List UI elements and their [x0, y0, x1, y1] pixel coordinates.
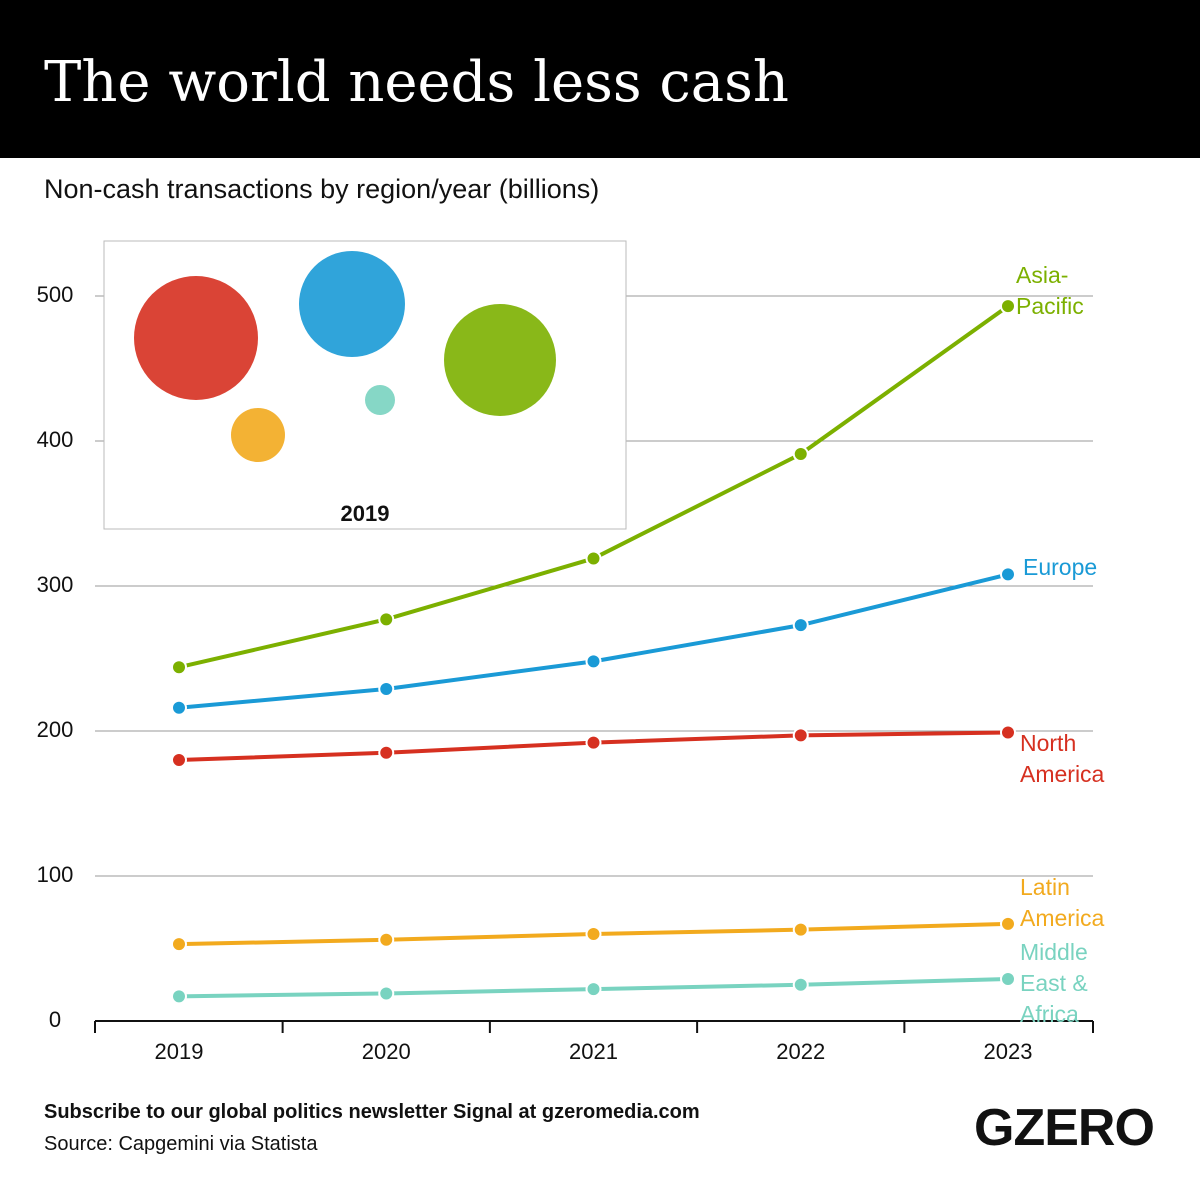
data-point — [585, 734, 602, 751]
map-bubble — [231, 408, 285, 462]
data-point — [378, 985, 395, 1002]
data-point — [792, 727, 809, 744]
series-label: Asia-Pacific — [1016, 262, 1084, 319]
source: Source: Capgemini via Statista — [44, 1133, 318, 1155]
data-point — [378, 744, 395, 761]
data-point — [378, 931, 395, 948]
series-label: Middle East & Africa — [1020, 939, 1088, 1027]
series-line — [178, 572, 1009, 710]
series-label: Latin America — [1020, 874, 1105, 931]
data-point — [792, 617, 809, 634]
y-tick-label: 100 — [37, 862, 74, 887]
chart-title: The world needs less cash — [44, 50, 789, 115]
logo: GZERO — [974, 1099, 1155, 1157]
map-bubble — [444, 304, 556, 416]
map-bubble — [134, 276, 258, 400]
x-tick-label: 2023 — [984, 1039, 1033, 1064]
data-point — [792, 446, 809, 463]
x-tick-label: 2021 — [569, 1039, 618, 1064]
data-point — [585, 550, 602, 567]
y-tick-label: 200 — [37, 717, 74, 742]
data-point — [585, 926, 602, 942]
x-tick-label: 2022 — [776, 1039, 825, 1064]
data-point — [1000, 566, 1016, 583]
data-point — [585, 981, 602, 998]
data-point — [1000, 298, 1016, 315]
x-tick-label: 2019 — [155, 1039, 204, 1064]
y-tick-label: 0 — [49, 1007, 61, 1032]
data-point — [171, 988, 187, 1005]
x-tick-label: 2020 — [362, 1039, 411, 1064]
data-point — [171, 752, 187, 768]
series-label: North America — [1020, 730, 1105, 787]
data-point — [171, 659, 187, 676]
data-point — [792, 921, 809, 938]
data-point — [585, 653, 602, 670]
y-tick-label: 300 — [37, 572, 74, 597]
data-point — [792, 976, 809, 993]
data-point — [171, 699, 187, 716]
data-point — [378, 611, 395, 628]
data-point — [1000, 970, 1016, 987]
y-tick-label: 500 — [37, 282, 74, 307]
map-bubble — [365, 385, 395, 415]
subscribe-note: Subscribe to our global politics newslet… — [44, 1101, 700, 1123]
y-tick-label: 400 — [37, 427, 74, 452]
header: The world needs less cash — [0, 0, 1200, 158]
data-point — [1000, 724, 1016, 741]
series-label: Europe — [1023, 554, 1098, 580]
data-point — [171, 936, 187, 953]
data-point — [378, 680, 395, 697]
subtitle: Non-cash transactions by region/year (bi… — [44, 174, 600, 204]
data-point — [1000, 915, 1016, 932]
inset-title: 2019 — [341, 501, 390, 526]
map-bubble — [299, 251, 405, 357]
